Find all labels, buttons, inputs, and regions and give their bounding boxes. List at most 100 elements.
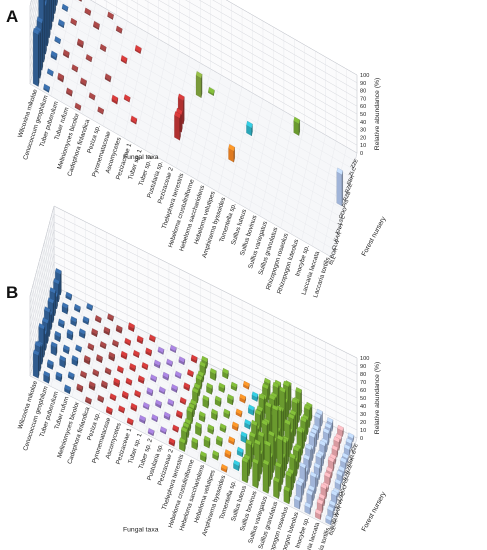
gridline (41, 35, 345, 210)
bar-top (240, 431, 248, 438)
bar-top (254, 439, 261, 446)
bar-top (88, 381, 96, 388)
nursery-label: ZZE (350, 442, 360, 454)
gridline (228, 92, 253, 199)
bar-top (228, 144, 235, 152)
bar-side (43, 0, 45, 63)
gridline (35, 59, 339, 234)
bar (198, 411, 206, 423)
bar (202, 394, 210, 409)
bar-side (268, 461, 270, 494)
bar-top (336, 167, 343, 175)
gridline (42, 27, 346, 202)
nursery-label: BLL (328, 255, 338, 266)
bar-side (273, 433, 275, 473)
bar-top (77, 38, 84, 46)
bar-side (289, 421, 291, 458)
bar-top (337, 424, 344, 432)
bar (134, 389, 141, 398)
bar (214, 395, 222, 407)
bar (163, 411, 171, 421)
nursery-label: RZB (342, 470, 352, 482)
bar-top (97, 394, 104, 402)
gridline (82, 312, 107, 403)
bar (91, 328, 98, 338)
gridline (291, 128, 316, 235)
gridline (40, 0, 62, 91)
bar-side (41, 19, 44, 71)
nursery-label: PIS (341, 477, 350, 488)
bar-top (58, 318, 65, 326)
bar-top (265, 401, 272, 408)
bar-side (301, 429, 303, 456)
bar (43, 370, 50, 384)
bar (178, 356, 186, 366)
bar-side (52, 0, 55, 22)
bar-top (115, 25, 123, 34)
bar-side (293, 415, 295, 444)
bar-side (298, 399, 300, 423)
bar (219, 423, 227, 433)
gridline (37, 51, 341, 226)
bar-top (197, 370, 205, 377)
gridline (301, 422, 326, 513)
bar-top (107, 313, 114, 320)
bar-top (162, 371, 170, 379)
bar (63, 49, 70, 59)
bar (212, 450, 219, 461)
bar-top (184, 418, 192, 425)
bar (166, 358, 173, 367)
gridline (197, 74, 222, 181)
bar (103, 326, 111, 336)
bar-front (336, 171, 342, 207)
bar-side (51, 0, 53, 30)
bar-side (297, 400, 299, 430)
bar-top (283, 380, 290, 388)
bar-top (264, 377, 271, 385)
bar-top (262, 459, 270, 466)
bar-top (139, 415, 146, 422)
bar-top (134, 44, 142, 53)
bar (67, 371, 75, 381)
bar-top (61, 3, 69, 12)
bar-top (268, 430, 275, 437)
bar-side (257, 460, 259, 489)
bar-top (258, 393, 265, 401)
gridline (61, 0, 85, 103)
gridline (134, 338, 159, 429)
z-tick-label: 0 (360, 151, 363, 157)
gridline (44, 19, 348, 194)
bar-top (329, 500, 336, 507)
bar (171, 384, 178, 393)
nursery-label: BOR (329, 247, 340, 260)
bar (211, 408, 218, 421)
bar-top (63, 49, 70, 57)
nursery-label: SBK (346, 174, 356, 186)
bar-top (74, 303, 81, 311)
bar-side (179, 114, 181, 141)
bar-top (108, 351, 115, 359)
bar-top (293, 116, 300, 125)
bar-top (158, 386, 166, 393)
nursery-label: BOR (329, 519, 340, 532)
gridline (186, 364, 211, 455)
bar (87, 342, 95, 351)
bar-side (39, 343, 42, 372)
bar (179, 437, 186, 452)
bar-top (288, 413, 295, 420)
bar-front (174, 115, 180, 141)
bar-top (222, 367, 229, 375)
bar-top (47, 359, 54, 366)
bar-side (49, 309, 51, 337)
gridline (176, 359, 201, 450)
bar-top (347, 432, 355, 439)
bar-top (190, 399, 197, 406)
nursery-label: SBK (346, 456, 356, 468)
bars-group (32, 268, 355, 526)
bar-top (96, 354, 103, 361)
bar (70, 316, 77, 327)
bar-top (55, 268, 62, 275)
bar (59, 355, 66, 369)
gridline (197, 369, 222, 460)
bar-top (82, 316, 90, 323)
